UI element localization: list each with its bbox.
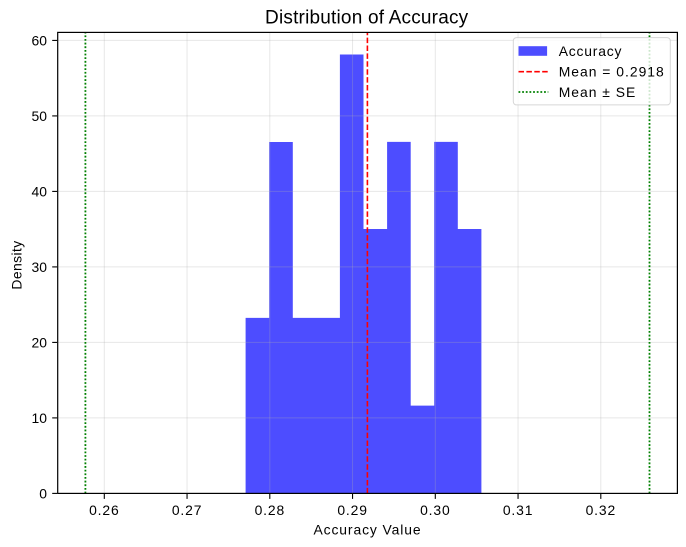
svg-text:0: 0 [39, 485, 47, 501]
svg-text:0.31: 0.31 [503, 502, 533, 518]
svg-text:50: 50 [32, 108, 48, 124]
svg-text:0.29: 0.29 [337, 502, 367, 518]
svg-text:Accuracy Value: Accuracy Value [313, 522, 421, 538]
svg-text:40: 40 [32, 183, 48, 199]
svg-text:10: 10 [32, 410, 48, 426]
svg-text:Mean ± SE: Mean ± SE [559, 84, 637, 100]
svg-text:0.32: 0.32 [586, 502, 616, 518]
svg-text:60: 60 [32, 32, 48, 48]
svg-text:Density: Density [9, 240, 25, 289]
svg-text:Distribution of Accuracy: Distribution of Accuracy [265, 7, 469, 28]
svg-text:0.26: 0.26 [89, 502, 119, 518]
svg-text:30: 30 [32, 259, 48, 275]
svg-text:20: 20 [32, 334, 48, 350]
svg-text:Accuracy: Accuracy [559, 43, 623, 59]
svg-text:0.27: 0.27 [172, 502, 202, 518]
svg-text:0.28: 0.28 [255, 502, 285, 518]
svg-text:Mean = 0.2918: Mean = 0.2918 [559, 64, 665, 80]
svg-text:0.30: 0.30 [420, 502, 450, 518]
